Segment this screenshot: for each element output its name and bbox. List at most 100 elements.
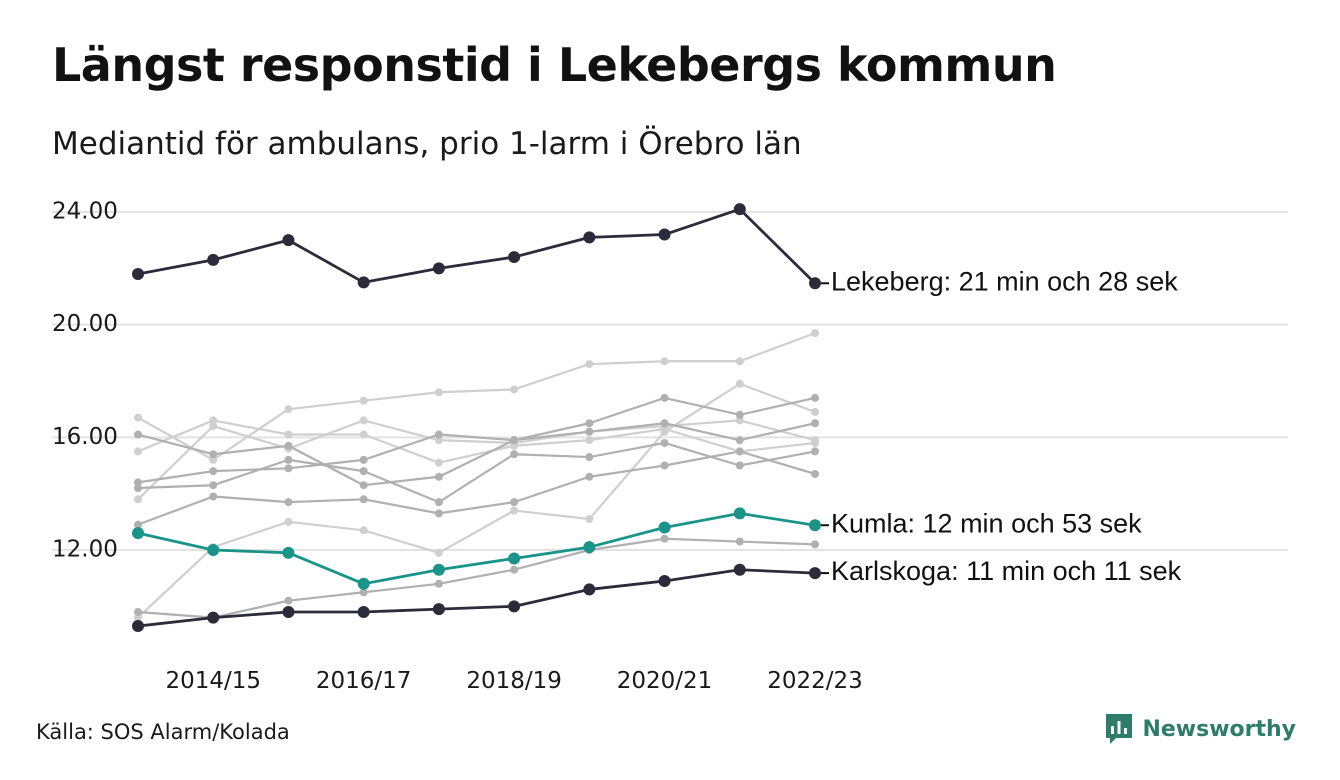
data-point [434,430,443,439]
data-point [359,396,368,405]
end-labels: Karlskoga: 11 min och 11 sek Kumla: 12 mi… [821,266,1182,586]
data-point [134,413,142,422]
data-point [510,565,519,574]
data-point [209,455,218,464]
x-tick-label: 2014/15 [165,668,261,694]
data-point [660,357,669,366]
data-point [134,430,142,439]
data-point [359,430,368,439]
data-point [585,453,594,462]
data-point [209,481,218,490]
data-point [432,563,445,576]
context-series-3 [134,416,819,504]
data-point [660,438,669,447]
data-point [434,436,443,445]
data-point [660,419,669,428]
x-tick-label: 2022/23 [767,668,863,694]
context-series-0 [134,379,819,622]
data-point [132,620,144,633]
data-point [432,262,445,275]
series-line [137,207,816,285]
data-point [359,588,368,597]
data-point [508,600,521,613]
series-line [137,382,816,619]
data-point [658,521,671,534]
end-label-kumla: Kumla: 12 min och 53 sek [831,508,1142,538]
data-point [733,203,746,216]
data-point [359,481,368,490]
data-point [735,379,744,388]
data-point [811,329,819,338]
data-point [284,455,293,464]
data-point [434,548,443,557]
series-line [137,419,816,464]
data-point [510,385,519,394]
context-series [134,329,819,622]
data-point [585,360,594,369]
y-tick-label: 16.00 [52,424,118,450]
data-point [134,484,142,493]
context-series-5 [134,419,819,487]
data-point [357,605,370,618]
data-point [811,436,819,445]
data-point [132,527,144,540]
series-line [137,537,816,619]
data-point [284,596,293,605]
data-point [585,427,594,436]
data-point [432,603,445,616]
data-point [209,492,218,501]
data-point [359,455,368,464]
data-point [434,509,443,518]
y-tick-label: 20.00 [52,311,118,337]
data-point [134,447,142,456]
data-point [434,388,443,397]
x-tick-label: 2016/17 [316,668,412,694]
x-tick-label: 2020/21 [617,668,713,694]
data-point [134,613,142,622]
series-line [137,441,816,504]
context-series-6 [134,438,819,507]
brand-logo: Newsworthy [1104,712,1296,746]
series-line [137,511,816,586]
y-axis-ticks: 12.00 16.00 20.00 24.00 [52,199,118,563]
data-point [585,515,594,524]
data-point [809,567,821,580]
data-point [811,407,819,416]
data-point [735,447,744,456]
data-point [134,607,142,616]
series-line [137,332,816,461]
data-point [811,419,819,428]
data-point [660,461,669,470]
newsworthy-logo-icon [1106,714,1133,744]
data-point [282,605,295,618]
data-point [510,450,519,459]
data-point [209,467,218,476]
data-point [359,416,368,425]
data-point [207,611,220,624]
data-point [510,498,519,507]
data-point [735,461,744,470]
data-point [583,541,596,554]
data-point [735,357,744,366]
brand-name: Newsworthy [1142,716,1296,742]
data-point [209,450,218,459]
chart-title: Längst responstid i Lekebergs kommun [52,38,1057,92]
series-line [137,396,816,487]
highlight-series [132,203,821,633]
data-point [735,537,744,546]
series-line [137,568,816,628]
data-point [284,498,293,507]
data-point [583,231,596,244]
data-point [508,552,521,565]
data-point [508,251,521,264]
data-point [284,517,293,526]
data-point [357,276,370,289]
x-tick-label: 2018/19 [466,668,562,694]
data-point [284,441,293,450]
data-point [735,416,744,425]
data-point [809,277,821,290]
data-point [658,574,671,587]
series-line [137,422,816,484]
context-series-7 [134,447,819,529]
